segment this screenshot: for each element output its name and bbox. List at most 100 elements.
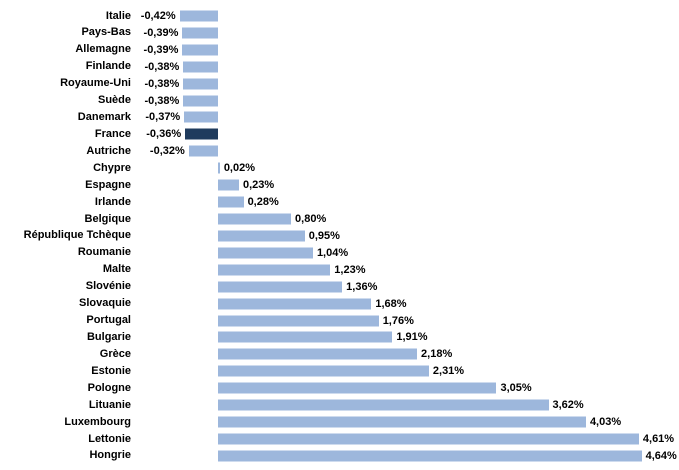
chart-row: Bulgarie 1,91%	[0, 329, 679, 346]
value-label: 0,02%	[223, 162, 256, 175]
bar	[218, 264, 331, 276]
plot-area: -0,38%	[131, 58, 679, 75]
plot-area: -0,42%	[131, 8, 679, 25]
value-label: -0,38%	[144, 94, 180, 107]
plot-area: 1,68%	[131, 295, 679, 312]
country-label: Portugal	[86, 314, 131, 327]
plot-area: 2,31%	[131, 363, 679, 380]
country-label: Chypre	[93, 161, 131, 174]
chart-row: Estonie 2,31%	[0, 363, 679, 380]
plot-area: 0,02%	[131, 160, 679, 177]
value-label: -0,42%	[140, 9, 176, 22]
value-label: 3,05%	[500, 382, 532, 395]
chart-row: Autriche -0,32%	[0, 143, 679, 160]
plot-area: -0,38%	[131, 75, 679, 92]
chart-row: Espagne 0,23%	[0, 177, 679, 194]
bar	[218, 281, 343, 293]
country-label: Lituanie	[88, 398, 131, 411]
country-label: Finlande	[85, 60, 131, 73]
value-label: 2,18%	[421, 348, 453, 361]
chart-row: Lituanie 3,62%	[0, 397, 679, 414]
plot-area: -0,39%	[131, 24, 679, 41]
plot-area: 0,80%	[131, 211, 679, 228]
country-label: Estonie	[91, 364, 131, 377]
bar	[218, 331, 393, 343]
bar	[218, 213, 292, 225]
bar	[218, 298, 372, 310]
bar	[218, 247, 313, 259]
chart-row: Pologne 3,05%	[0, 380, 679, 397]
chart-row: Slovénie 1,36%	[0, 278, 679, 295]
plot-area: 0,23%	[131, 177, 679, 194]
plot-area: 0,28%	[131, 194, 679, 211]
bar	[179, 10, 218, 22]
plot-area: 2,18%	[131, 346, 679, 363]
plot-area: -0,37%	[131, 109, 679, 126]
value-label: 4,64%	[645, 449, 677, 462]
chart-row: Slovaquie 1,68%	[0, 295, 679, 312]
plot-area: 3,05%	[131, 380, 679, 397]
value-label: 0,80%	[295, 213, 327, 226]
chart-row: Royaume-Uni -0,38%	[0, 75, 679, 92]
country-label: Slovénie	[85, 280, 131, 293]
value-label: 1,04%	[316, 246, 349, 259]
plot-area: -0,32%	[131, 143, 679, 160]
value-label: -0,39%	[143, 43, 179, 56]
country-label: Grèce	[99, 347, 131, 360]
bar	[218, 399, 549, 411]
bar	[218, 179, 239, 191]
bar	[218, 315, 379, 327]
country-label: Danemark	[77, 111, 131, 124]
chart-row: Portugal 1,76%	[0, 312, 679, 329]
chart-row: Pays-Bas -0,39%	[0, 24, 679, 41]
country-label: Belgique	[84, 212, 131, 225]
chart-row: France -0,36%	[0, 126, 679, 143]
country-label: Pays-Bas	[81, 26, 131, 39]
plot-area: 1,36%	[131, 278, 679, 295]
bar	[182, 44, 218, 56]
chart-row: Roumanie 1,04%	[0, 244, 679, 261]
bar	[182, 27, 218, 39]
chart-row: Luxembourg 4,03%	[0, 414, 679, 431]
bar	[218, 162, 220, 174]
bar	[218, 382, 497, 394]
bar	[183, 61, 218, 73]
value-label: -0,32%	[149, 145, 185, 158]
plot-area: 0,95%	[131, 227, 679, 244]
bar	[218, 433, 639, 445]
plot-area: 1,91%	[131, 329, 679, 346]
bar	[218, 365, 429, 377]
chart-row: Danemark -0,37%	[0, 109, 679, 126]
value-label: 1,36%	[346, 280, 378, 293]
chart-row: Lettonie 4,61%	[0, 431, 679, 448]
chart-row: Grèce 2,18%	[0, 346, 679, 363]
bar	[183, 95, 218, 107]
chart-row: Chypre 0,02%	[0, 160, 679, 177]
value-label: 0,23%	[242, 179, 275, 192]
value-label: 3,62%	[552, 399, 584, 412]
chart-row: Italie -0,42%	[0, 8, 679, 25]
country-label: Italie	[105, 9, 131, 22]
bar	[218, 348, 418, 360]
country-label: France	[94, 127, 131, 140]
bar	[218, 230, 305, 242]
bar	[218, 450, 642, 462]
chart-row: République Tchèque 0,95%	[0, 227, 679, 244]
value-label: -0,38%	[144, 60, 180, 73]
value-label: 1,68%	[375, 297, 407, 310]
chart-row: Irlande 0,28%	[0, 194, 679, 211]
bar	[183, 78, 218, 90]
value-label: 2,31%	[432, 365, 465, 378]
value-label: 0,95%	[308, 229, 340, 242]
value-label: -0,38%	[144, 77, 180, 90]
value-label: -0,39%	[143, 26, 179, 39]
country-label: Pologne	[87, 381, 131, 394]
value-label: 0,28%	[247, 196, 279, 209]
value-label: -0,36%	[146, 128, 182, 141]
country-label: Malte	[102, 263, 131, 276]
chart-row: Hongrie 4,64%	[0, 447, 679, 464]
bar	[218, 196, 244, 208]
country-label: Royaume-Uni	[60, 77, 131, 90]
bar	[185, 128, 218, 140]
